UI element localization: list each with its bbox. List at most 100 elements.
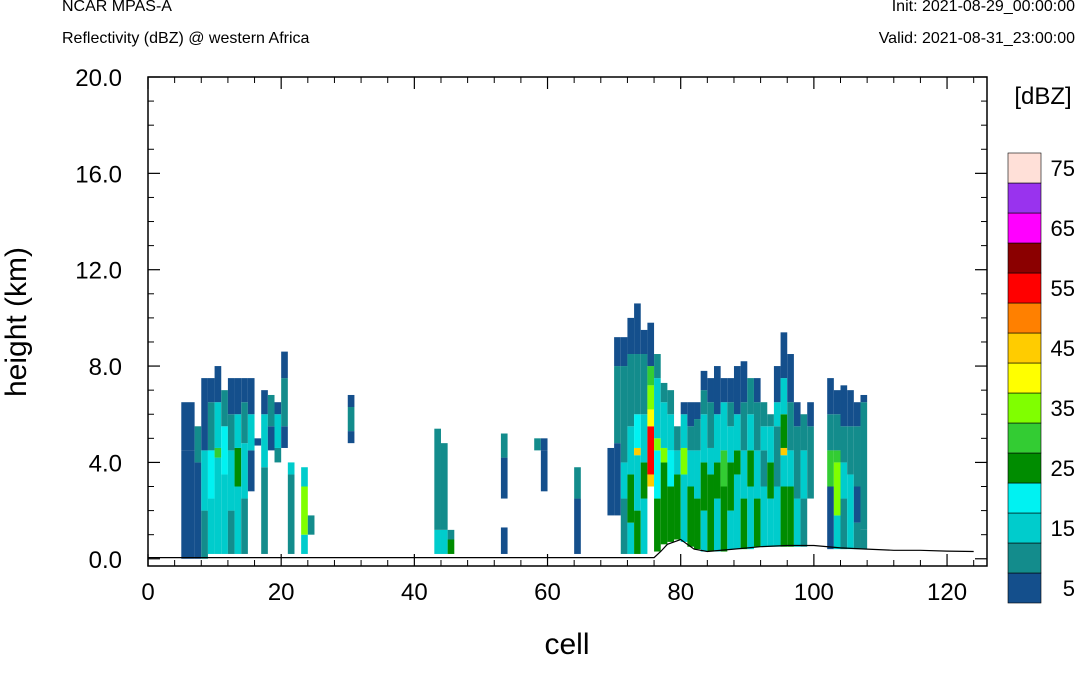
reflectivity-cell xyxy=(647,474,655,487)
colorbar: 5 15 25 35 45 55 65 75 xyxy=(1007,152,1075,604)
reflectivity-cell xyxy=(753,498,761,547)
reflectivity-cell xyxy=(767,426,774,463)
x-tick-label: 120 xyxy=(927,579,967,606)
reflectivity-cell xyxy=(247,414,255,451)
reflectivity-cells xyxy=(181,303,868,559)
reflectivity-cell xyxy=(201,378,208,451)
reflectivity-cell xyxy=(654,354,661,379)
reflectivity-cell xyxy=(500,433,508,458)
reflectivity-cell xyxy=(720,402,728,451)
colorbar-swatch xyxy=(1007,242,1042,274)
colorbar-swatch xyxy=(1007,452,1042,484)
reflectivity-cell xyxy=(194,462,202,559)
reflectivity-cell xyxy=(214,457,222,554)
reflectivity-cell xyxy=(680,414,688,448)
reflectivity-cell xyxy=(860,529,868,550)
reflectivity-cell xyxy=(694,419,701,451)
reflectivity-cell xyxy=(261,390,268,415)
reflectivity-cell xyxy=(707,402,714,448)
reflectivity-cell xyxy=(747,378,754,415)
reflectivity-cell xyxy=(713,414,721,463)
reflectivity-cell xyxy=(647,322,655,367)
reflectivity-cell xyxy=(447,529,455,540)
reflectivity-cell xyxy=(247,450,255,492)
reflectivity-cell xyxy=(787,402,794,451)
terrain-line xyxy=(148,538,974,559)
reflectivity-cell xyxy=(760,450,768,487)
reflectivity-cell xyxy=(780,414,788,448)
colorbar-swatch xyxy=(1007,182,1042,214)
reflectivity-cell xyxy=(234,378,242,415)
reflectivity-cell xyxy=(793,426,801,499)
reflectivity-cell xyxy=(707,474,714,552)
reflectivity-cell xyxy=(713,366,721,415)
reflectivity-cell xyxy=(660,402,668,448)
reflectivity-cell xyxy=(627,474,635,523)
reflectivity-cell xyxy=(833,414,841,451)
reflectivity-cell xyxy=(307,515,315,535)
reflectivity-cell xyxy=(727,378,734,403)
reflectivity-cell xyxy=(833,462,841,516)
reflectivity-cell xyxy=(740,361,748,403)
reflectivity-cell xyxy=(700,414,708,463)
reflectivity-cell xyxy=(614,337,621,367)
reflectivity-cell xyxy=(640,414,648,463)
y-axis-label: height (km) xyxy=(0,247,33,397)
reflectivity-cell xyxy=(261,467,268,554)
reflectivity-cell xyxy=(241,378,248,403)
reflectivity-cell xyxy=(627,522,635,554)
reflectivity-cell xyxy=(207,402,215,451)
reflectivity-cell xyxy=(720,486,728,552)
reflectivity-cell xyxy=(500,457,508,499)
reflectivity-cell xyxy=(707,378,714,403)
reflectivity-cell xyxy=(780,332,788,379)
reflectivity-cell xyxy=(767,498,774,547)
reflectivity-cell xyxy=(740,498,748,550)
reflectivity-cell xyxy=(833,390,841,415)
reflectivity-cell xyxy=(773,426,781,487)
colorbar-label: 25 xyxy=(1051,456,1075,481)
y-tick-label: 12.0 xyxy=(75,258,122,285)
reflectivity-cell xyxy=(687,486,695,547)
reflectivity-cell xyxy=(434,428,441,487)
reflectivity-cell xyxy=(534,438,541,451)
reflectivity-cell xyxy=(634,455,641,511)
reflectivity-cell xyxy=(640,462,648,499)
reflectivity-cell xyxy=(773,366,781,403)
reflectivity-cell xyxy=(840,462,848,499)
reflectivity-cell xyxy=(620,462,628,499)
reflectivity-cell xyxy=(727,402,734,427)
reflectivity-cell xyxy=(720,450,728,487)
reflectivity-cell xyxy=(201,450,208,511)
reflectivity-cell xyxy=(287,474,295,554)
reflectivity-cell xyxy=(840,498,848,550)
colorbar-label: 15 xyxy=(1051,516,1075,541)
y-axis: 0.0 4.0 8.0 12.0 16.0 20.0 xyxy=(75,65,987,574)
y-tick-label: 0.0 xyxy=(89,547,122,574)
reflectivity-cell xyxy=(247,378,255,415)
reflectivity-cell xyxy=(660,447,668,463)
reflectivity-cell xyxy=(347,407,355,432)
reflectivity-cell xyxy=(767,462,774,499)
model-title: NCAR MPAS-A xyxy=(62,0,172,15)
reflectivity-cell xyxy=(780,378,788,415)
x-tick-label: 60 xyxy=(534,579,561,606)
reflectivity-cell xyxy=(640,354,648,415)
reflectivity-cell xyxy=(267,394,275,427)
reflectivity-cell xyxy=(760,402,768,427)
reflectivity-cell xyxy=(234,414,242,448)
reflectivity-cell xyxy=(780,447,788,456)
reflectivity-cell xyxy=(833,515,841,550)
reflectivity-cell xyxy=(760,426,768,451)
reflectivity-cell xyxy=(694,402,701,420)
colorbar-swatch xyxy=(1007,572,1042,604)
reflectivity-cell xyxy=(680,474,688,542)
colorbar-label: 5 xyxy=(1063,576,1075,601)
reflectivity-cell xyxy=(207,498,215,554)
reflectivity-cell xyxy=(241,498,248,554)
reflectivity-cell xyxy=(667,414,675,451)
colorbar-label: 55 xyxy=(1051,276,1075,301)
reflectivity-cell xyxy=(747,450,754,487)
colorbar-swatch xyxy=(1007,362,1042,394)
reflectivity-cell xyxy=(787,486,794,547)
